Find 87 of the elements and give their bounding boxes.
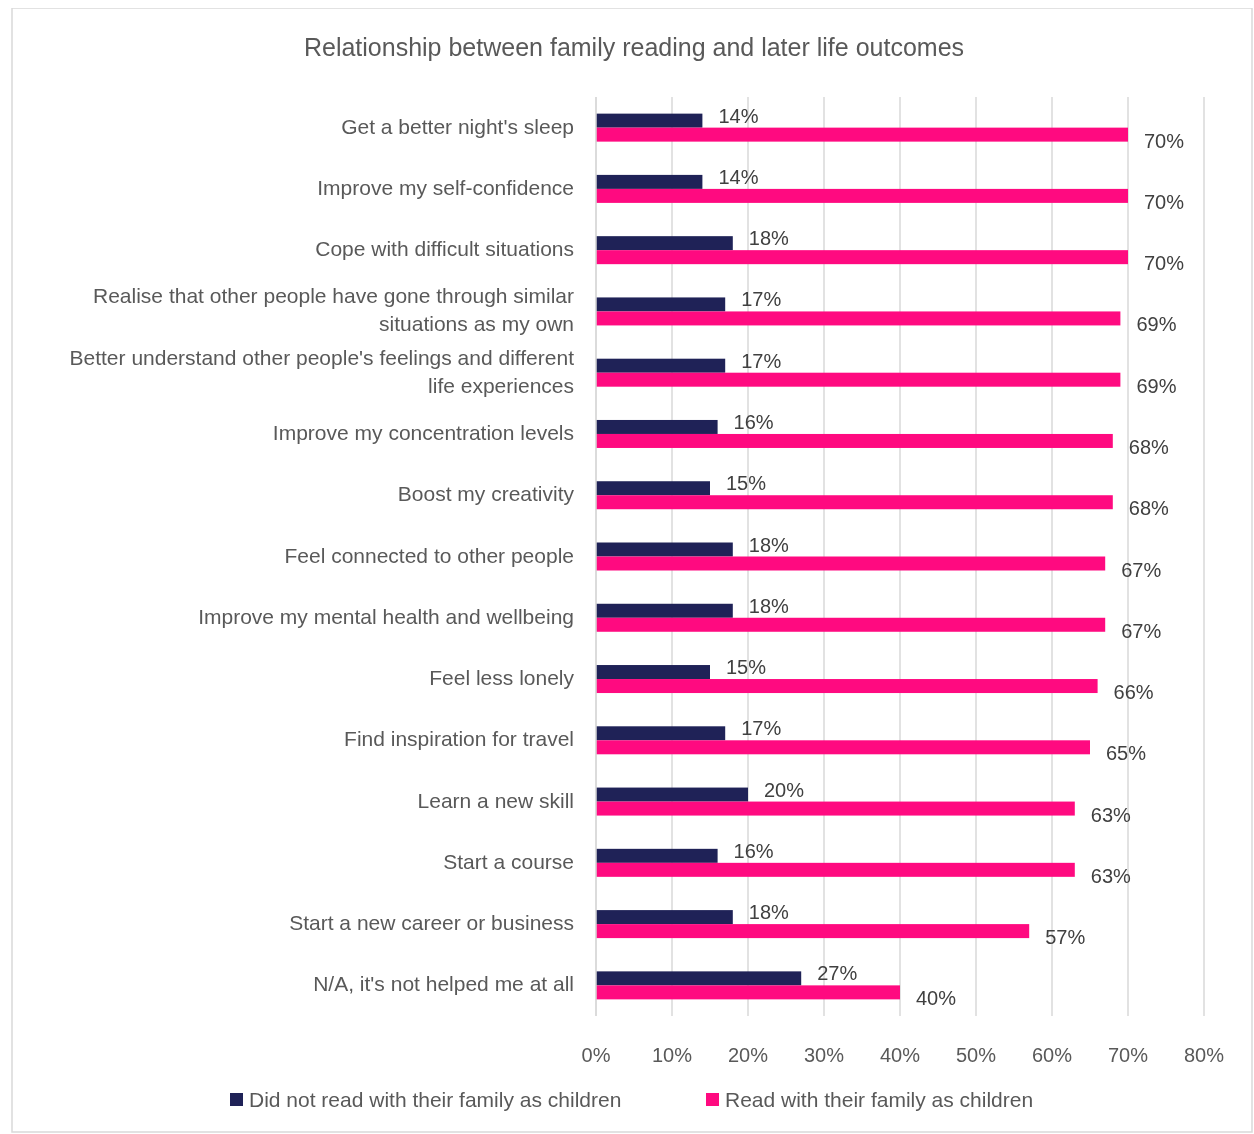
bar <box>596 848 718 863</box>
bar <box>596 726 726 741</box>
y-tick-label: Get a better night's sleep <box>341 114 574 138</box>
legend-label: Did not read with their family as children <box>249 1088 622 1111</box>
bar <box>596 297 726 312</box>
bar <box>596 740 1090 755</box>
y-tick-label: Boost my creativity <box>397 482 575 506</box>
data-label: 14% <box>718 104 759 127</box>
bar <box>596 603 733 618</box>
data-label: 18% <box>748 533 790 556</box>
y-tick-label: Find inspiration for travel <box>344 727 574 751</box>
bar <box>596 113 703 128</box>
data-label: 18% <box>748 901 790 924</box>
data-label: 20% <box>764 778 805 801</box>
bar <box>596 542 733 557</box>
x-tick-label: 20% <box>727 1044 769 1066</box>
data-label: 68% <box>1128 435 1170 458</box>
y-tick-label: N/A, it's not helped me at all <box>313 972 574 996</box>
legend-label: Read with their family as children <box>725 1088 1034 1111</box>
data-label: 66% <box>1113 681 1154 704</box>
bar <box>596 188 1128 203</box>
data-label: 17% <box>741 717 782 740</box>
bar <box>596 679 1098 694</box>
y-tick-label: Better understand other people's feelings and different life experiences <box>69 345 575 397</box>
data-label: 70% <box>1144 190 1185 213</box>
data-label: 65% <box>1106 742 1147 765</box>
data-label: 27% <box>817 962 858 985</box>
bar <box>596 174 703 189</box>
y-tick-label: Start a course <box>443 849 574 873</box>
y-tick-label: Improve my self-confidence <box>317 175 574 199</box>
y-tick-label: Feel less lonely <box>429 666 575 690</box>
bar <box>596 236 733 251</box>
data-label: 18% <box>748 227 790 250</box>
bar <box>596 433 1113 448</box>
data-label: 63% <box>1090 803 1132 826</box>
y-tick-label: Start a new career or business <box>289 911 574 935</box>
bar <box>596 419 718 434</box>
x-tick-label: 80% <box>1183 1044 1225 1066</box>
y-tick-label: Improve my mental health and wellbeing <box>198 604 574 628</box>
data-label: 70% <box>1144 252 1185 275</box>
data-label: 15% <box>726 656 767 679</box>
data-label: 16% <box>733 410 774 433</box>
x-tick-label: 50% <box>955 1044 997 1066</box>
bar <box>596 250 1128 265</box>
x-tick-label: 0% <box>581 1044 611 1066</box>
bar <box>596 481 710 496</box>
data-label: 70% <box>1144 129 1185 152</box>
bar <box>596 617 1106 632</box>
data-label: 63% <box>1090 864 1132 887</box>
x-tick-label: 40% <box>879 1044 921 1066</box>
chart-title: Relationship between family reading and later life outcomes <box>303 33 965 61</box>
y-tick-label: Cope with difficult situations <box>315 237 574 261</box>
data-label: 57% <box>1045 926 1086 949</box>
bar <box>596 495 1113 510</box>
data-label: 17% <box>741 288 782 311</box>
bar <box>596 924 1030 939</box>
bar <box>596 910 733 925</box>
y-tick-label: Realise that other people have gone through similar situations as my own <box>93 284 574 336</box>
data-label: 16% <box>733 839 774 862</box>
bar <box>596 862 1075 877</box>
data-label: 68% <box>1128 497 1170 520</box>
x-tick-label: 70% <box>1107 1044 1149 1066</box>
data-label: 69% <box>1136 313 1177 336</box>
x-tick-label: 10% <box>651 1044 693 1066</box>
x-tick-label: 60% <box>1031 1044 1073 1066</box>
data-label: 17% <box>741 349 782 372</box>
bar <box>596 665 710 680</box>
y-tick-label: Improve my concentration levels <box>272 420 574 444</box>
data-label: 40% <box>916 987 957 1010</box>
x-tick-label: 30% <box>803 1044 845 1066</box>
bar <box>596 971 802 986</box>
data-label: 14% <box>718 165 759 188</box>
y-tick-label: Learn a new skill <box>417 788 574 812</box>
bar <box>596 127 1128 142</box>
data-label: 67% <box>1121 558 1162 581</box>
y-tick-label: Feel connected to other people <box>284 543 574 567</box>
bar <box>596 985 900 1000</box>
bar <box>596 358 726 373</box>
data-label: 69% <box>1136 374 1177 397</box>
bar <box>596 787 748 802</box>
bar <box>596 372 1121 387</box>
data-label: 15% <box>726 472 767 495</box>
bar <box>596 311 1121 326</box>
data-label: 67% <box>1121 619 1162 642</box>
bar <box>596 556 1106 571</box>
bar <box>596 801 1075 816</box>
data-label: 18% <box>748 594 790 617</box>
